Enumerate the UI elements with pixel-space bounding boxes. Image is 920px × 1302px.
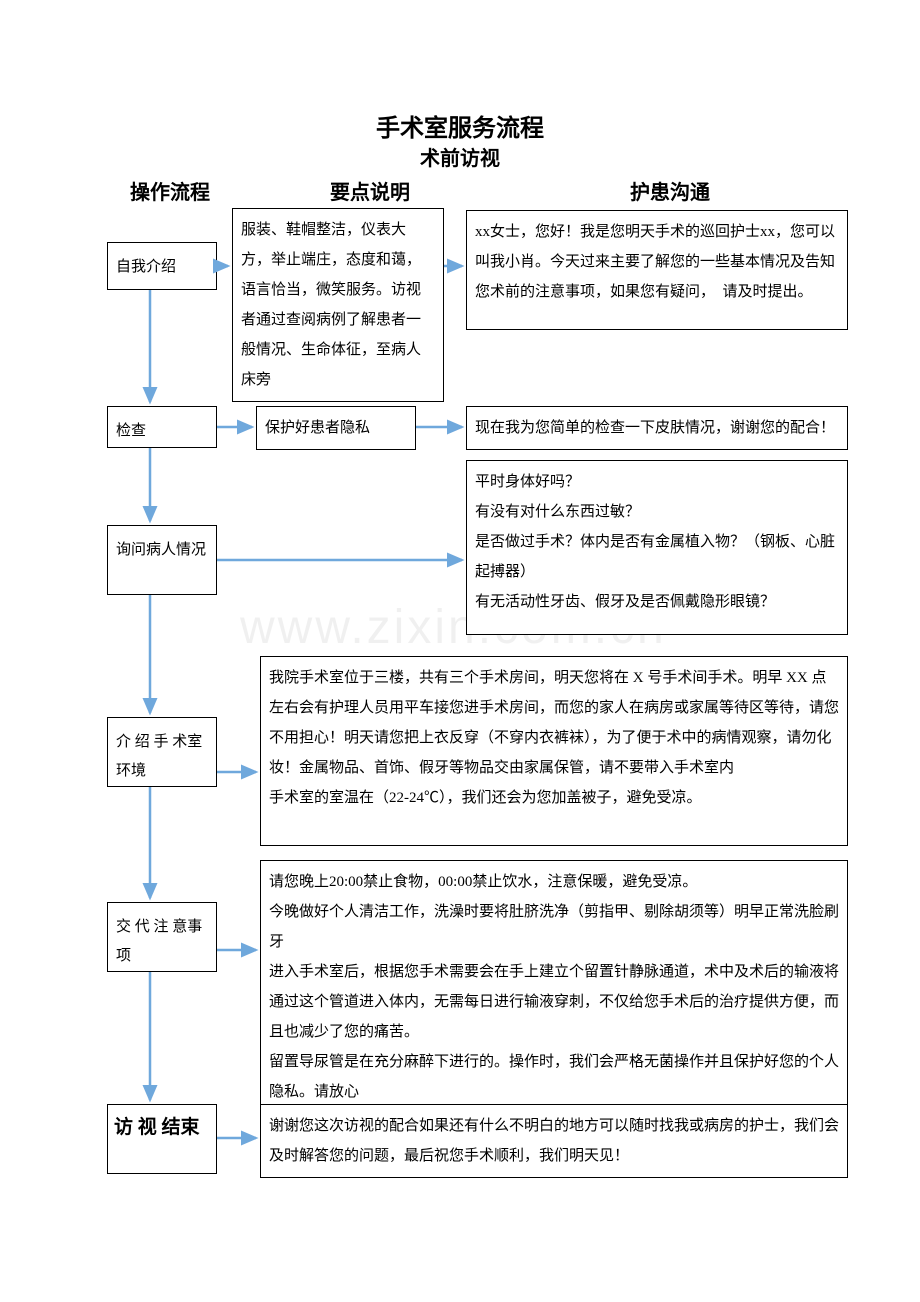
arrows-layer	[0, 0, 920, 1302]
